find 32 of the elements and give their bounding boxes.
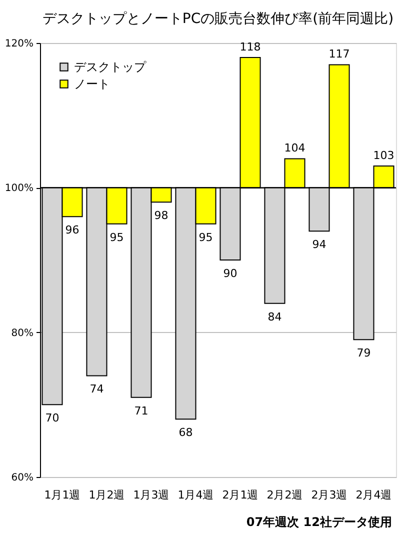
data-label: 117 xyxy=(328,48,350,61)
x-tick-label: 1月3週 xyxy=(133,488,170,502)
x-tick-label: 1月4週 xyxy=(178,488,214,502)
data-label: 71 xyxy=(134,404,148,418)
chart-title: デスクトップとノートPCの販売台数伸び率(前年同週比) xyxy=(42,11,394,27)
data-label: 98 xyxy=(154,209,168,222)
data-label: 84 xyxy=(268,310,282,324)
data-label: 68 xyxy=(178,426,193,440)
data-label: 104 xyxy=(284,142,306,155)
y-tick-label: 80% xyxy=(11,328,34,339)
x-tick-label: 2月3週 xyxy=(311,488,348,502)
data-label: 94 xyxy=(312,238,326,252)
legend-label: ノート xyxy=(74,77,110,91)
y-tick-label: 100% xyxy=(4,183,34,194)
x-tick-label: 1月2週 xyxy=(88,488,125,502)
data-label: 95 xyxy=(110,230,124,244)
y-tick-label: 60% xyxy=(11,472,34,484)
data-label: 74 xyxy=(90,382,104,396)
data-label: 90 xyxy=(223,267,238,280)
data-label: 70 xyxy=(45,412,60,425)
data-label: 79 xyxy=(356,346,371,360)
data-label: 118 xyxy=(240,40,261,54)
legend-label: デスクトップ xyxy=(74,60,147,74)
data-label: 95 xyxy=(198,230,213,244)
data-label: 103 xyxy=(373,148,394,162)
x-tick-label: 1月1週 xyxy=(44,488,80,502)
y-tick-label: 120% xyxy=(4,38,34,50)
x-tick-label: 2月2週 xyxy=(266,488,303,502)
text: 07年週次 12社データ使用 xyxy=(246,515,392,529)
x-tick-label: 2月4週 xyxy=(356,488,392,502)
data-label: 96 xyxy=(65,224,80,237)
x-tick-label: 2月1週 xyxy=(222,488,258,502)
